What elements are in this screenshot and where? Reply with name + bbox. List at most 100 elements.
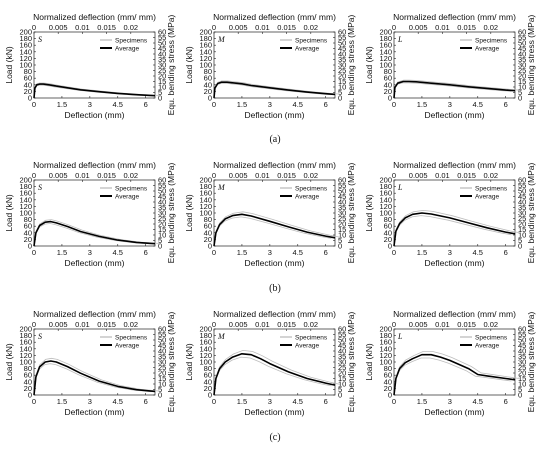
right-tick-label: 0 bbox=[518, 94, 522, 103]
left-tick-label: 80 bbox=[384, 67, 392, 76]
left-tick-label: 40 bbox=[204, 80, 212, 89]
right-tick-label: 60 bbox=[338, 176, 346, 185]
specimen-line bbox=[33, 363, 152, 396]
top-axis-title: Normalized deflection (mm/ mm) bbox=[213, 160, 336, 170]
legend-label-specimens: Specimens bbox=[115, 37, 148, 44]
top-tick-label: 0.005 bbox=[409, 171, 428, 180]
right-tick-label: 55 bbox=[338, 33, 346, 42]
top-tick-label: 0.02 bbox=[483, 171, 498, 180]
right-tick-label: 55 bbox=[158, 330, 166, 339]
top-tick-label: 0.02 bbox=[483, 320, 498, 329]
right-tick-label: 15 bbox=[338, 225, 346, 234]
bottom-tick-label: 3 bbox=[268, 100, 272, 109]
right-tick-label: 60 bbox=[158, 325, 166, 334]
left-tick-label: 180 bbox=[199, 331, 212, 340]
bottom-tick-label: 6 bbox=[144, 100, 148, 109]
top-axis-title: Normalized deflection (mm/ mm) bbox=[213, 309, 336, 319]
right-tick-label: 5 bbox=[338, 236, 342, 245]
left-tick-label: 20 bbox=[24, 384, 32, 393]
bottom-tick-label: 0 bbox=[212, 100, 216, 109]
bottom-tick-label: 0 bbox=[32, 397, 36, 406]
right-axis-title: Equ. bending stress (MPa) bbox=[526, 15, 536, 116]
right-tick-label: 50 bbox=[338, 187, 346, 196]
left-tick-label: 0 bbox=[208, 391, 212, 400]
top-tick-label: 0 bbox=[32, 320, 36, 329]
left-tick-label: 200 bbox=[199, 28, 212, 37]
legend-label-specimens: Specimens bbox=[295, 185, 328, 192]
right-tick-label: 15 bbox=[158, 374, 166, 383]
left-axis-title: Load (kN) bbox=[184, 194, 194, 231]
left-tick-label: 180 bbox=[19, 34, 32, 43]
left-tick-label: 0 bbox=[28, 391, 32, 400]
right-tick-label: 40 bbox=[158, 347, 166, 356]
right-tick-label: 35 bbox=[518, 352, 526, 361]
bottom-tick-label: 1.5 bbox=[417, 397, 427, 406]
left-tick-label: 20 bbox=[24, 235, 32, 244]
top-tick-label: 0.015 bbox=[457, 23, 476, 32]
left-tick-label: 200 bbox=[19, 28, 32, 37]
right-tick-label: 35 bbox=[518, 203, 526, 212]
right-tick-label: 45 bbox=[158, 192, 166, 201]
right-tick-label: 50 bbox=[518, 187, 526, 196]
right-tick-label: 40 bbox=[518, 347, 526, 356]
right-tick-label: 10 bbox=[518, 380, 526, 389]
right-tick-label: 35 bbox=[338, 203, 346, 212]
right-tick-label: 10 bbox=[338, 380, 346, 389]
right-tick-label: 30 bbox=[518, 61, 526, 70]
bottom-tick-label: 4.5 bbox=[113, 100, 123, 109]
right-tick-label: 60 bbox=[518, 325, 526, 334]
left-tick-label: 60 bbox=[204, 222, 212, 231]
top-tick-label: 0.02 bbox=[123, 171, 138, 180]
left-tick-label: 140 bbox=[19, 344, 32, 353]
left-tick-label: 100 bbox=[379, 61, 392, 70]
bottom-tick-label: 3 bbox=[88, 100, 92, 109]
top-tick-label: 0.01 bbox=[75, 23, 90, 32]
right-tick-label: 0 bbox=[518, 242, 522, 251]
left-tick-label: 160 bbox=[199, 189, 212, 198]
legend-label-average: Average bbox=[115, 342, 139, 349]
right-tick-label: 5 bbox=[518, 236, 522, 245]
right-tick-label: 10 bbox=[158, 83, 166, 92]
right-tick-label: 35 bbox=[338, 352, 346, 361]
left-tick-label: 60 bbox=[24, 222, 32, 231]
row-label: (c) bbox=[269, 432, 280, 443]
right-tick-label: 40 bbox=[338, 198, 346, 207]
top-tick-label: 0 bbox=[392, 23, 396, 32]
left-tick-label: 140 bbox=[19, 47, 32, 56]
top-axis-title: Normalized deflection (mm/ mm) bbox=[393, 12, 516, 22]
left-tick-label: 20 bbox=[384, 235, 392, 244]
left-tick-label: 40 bbox=[24, 377, 32, 386]
left-tick-label: 100 bbox=[19, 209, 32, 218]
legend-label-average: Average bbox=[295, 45, 319, 52]
right-tick-label: 0 bbox=[518, 391, 522, 400]
right-tick-label: 35 bbox=[158, 203, 166, 212]
specimen-line bbox=[393, 215, 512, 247]
bottom-axis-title: Deflection (mm) bbox=[65, 110, 125, 120]
left-tick-label: 160 bbox=[379, 41, 392, 50]
right-tick-label: 20 bbox=[158, 369, 166, 378]
left-tick-label: 0 bbox=[28, 94, 32, 103]
bottom-tick-label: 1.5 bbox=[57, 248, 67, 257]
right-tick-label: 45 bbox=[158, 341, 166, 350]
right-tick-label: 60 bbox=[518, 28, 526, 37]
bottom-axis-title: Deflection (mm) bbox=[65, 258, 125, 268]
bottom-tick-label: 4.5 bbox=[113, 248, 123, 257]
average-line bbox=[213, 81, 336, 99]
right-tick-label: 0 bbox=[338, 391, 342, 400]
right-tick-label: 5 bbox=[518, 385, 522, 394]
left-tick-label: 200 bbox=[19, 325, 32, 334]
left-tick-label: 180 bbox=[379, 182, 392, 191]
bottom-tick-label: 1.5 bbox=[237, 100, 247, 109]
right-tick-label: 55 bbox=[518, 33, 526, 42]
right-tick-label: 25 bbox=[158, 66, 166, 75]
specimen-line bbox=[213, 80, 340, 99]
right-tick-label: 5 bbox=[338, 385, 342, 394]
legend-label-specimens: Specimens bbox=[475, 37, 508, 44]
panel-letter: L bbox=[397, 332, 403, 341]
left-tick-label: 80 bbox=[204, 67, 212, 76]
right-tick-label: 55 bbox=[338, 181, 346, 190]
legend-label-specimens: Specimens bbox=[295, 334, 328, 341]
bottom-tick-label: 3 bbox=[448, 100, 452, 109]
left-tick-label: 60 bbox=[384, 74, 392, 83]
bottom-axis-title: Deflection (mm) bbox=[245, 258, 305, 268]
